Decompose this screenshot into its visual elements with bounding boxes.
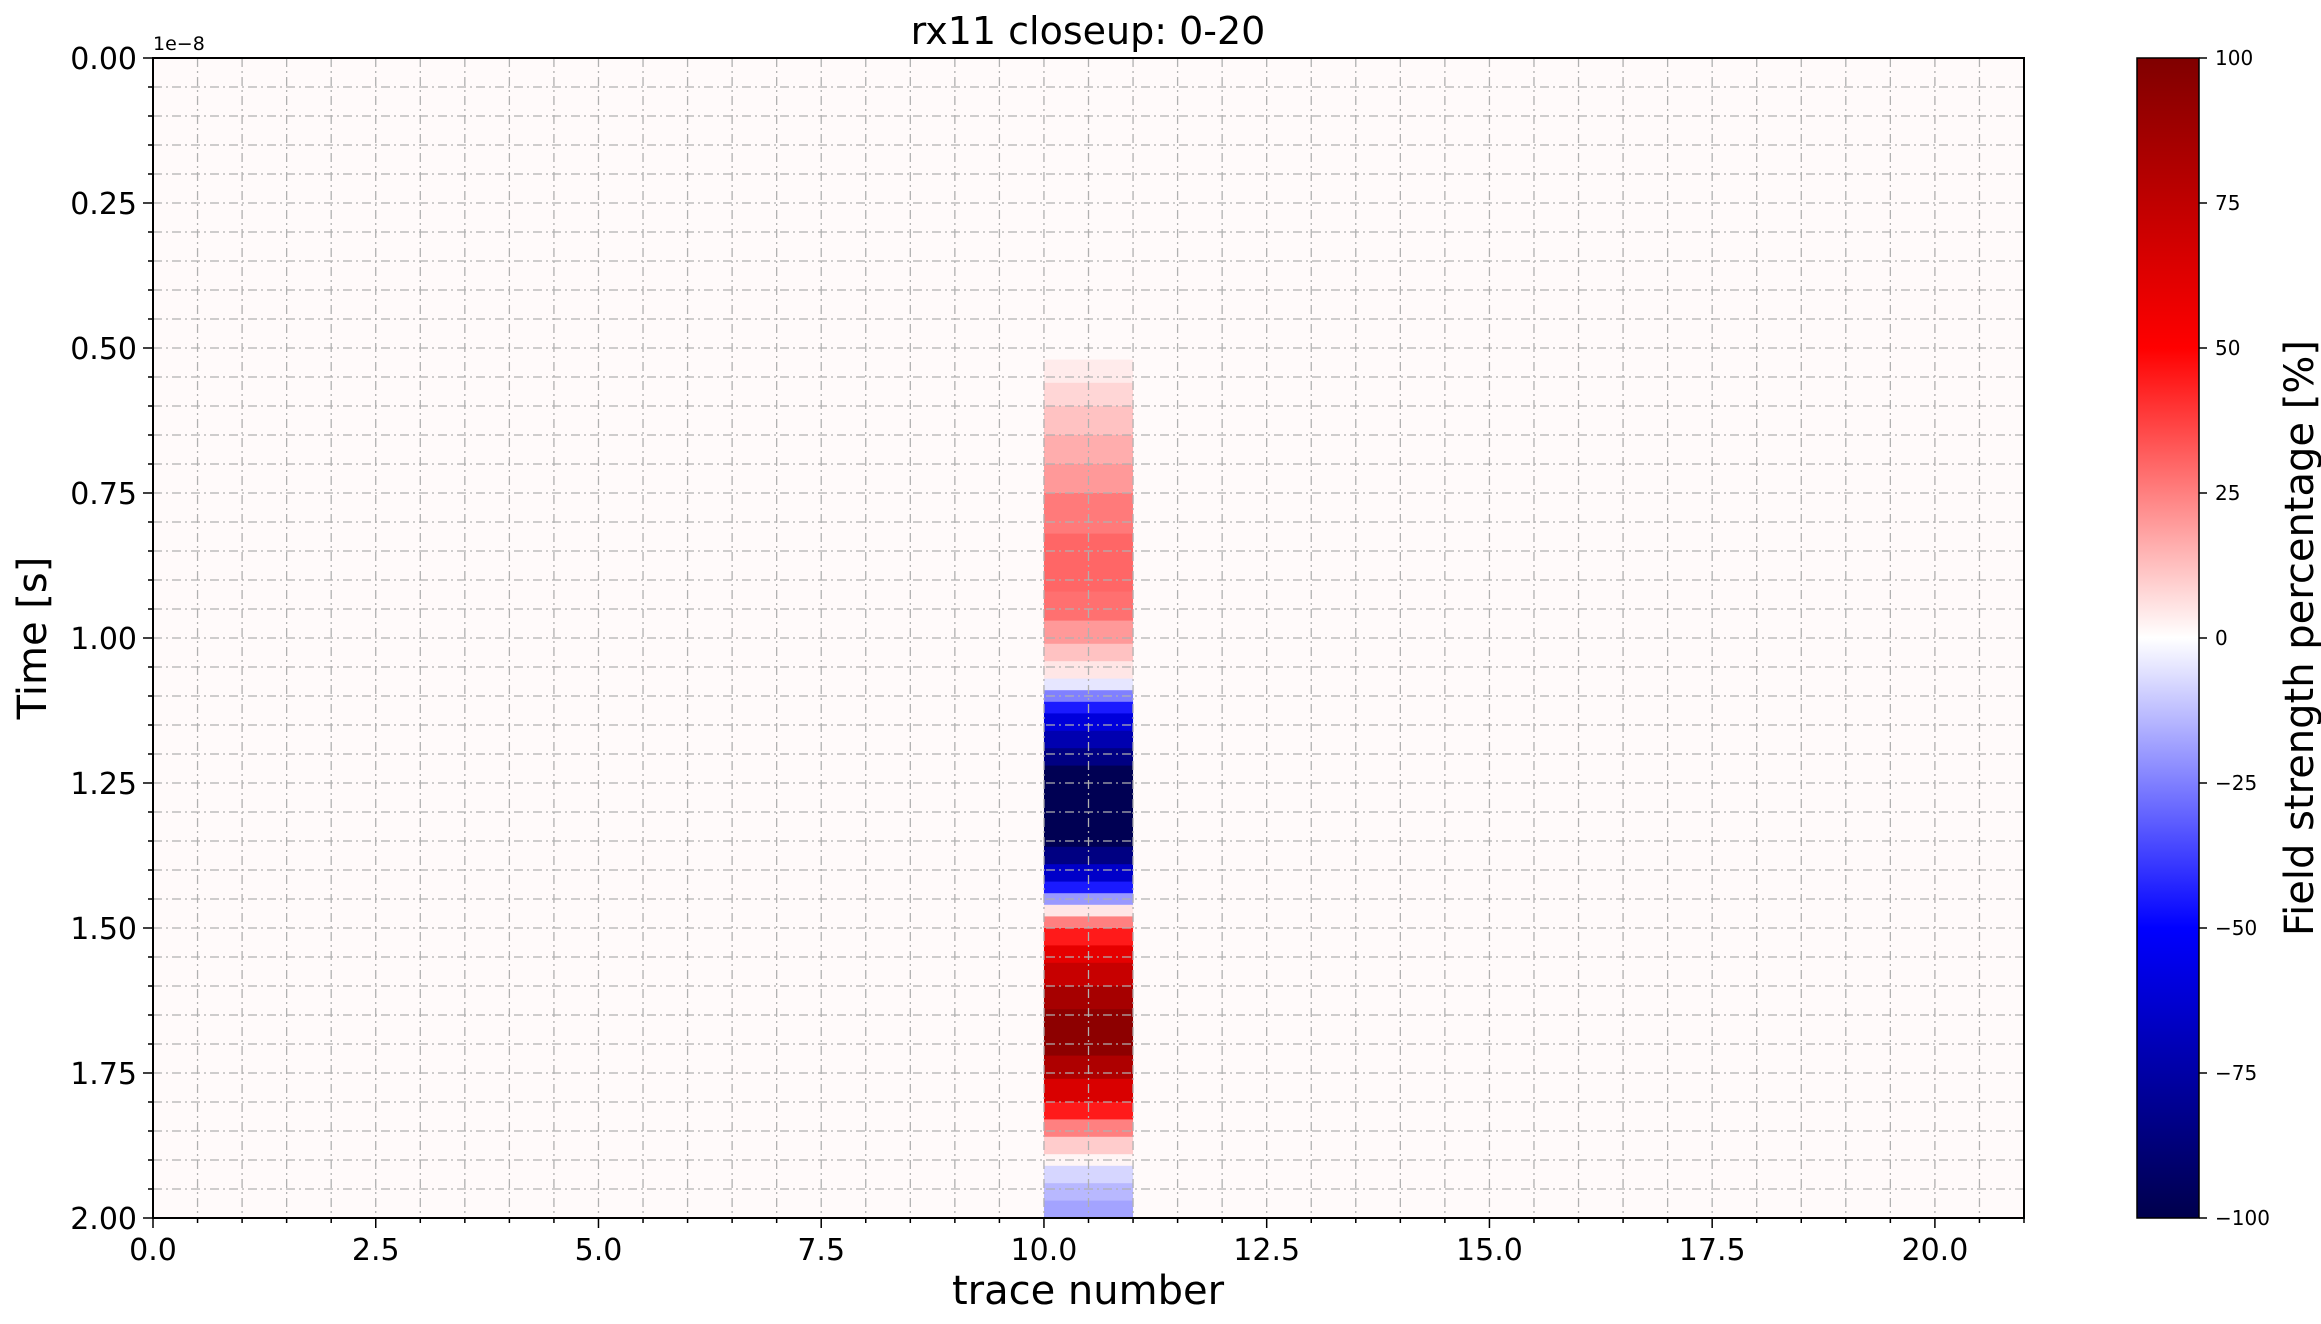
plot-frame — [152, 57, 2025, 1219]
x-tick-label: 20.0 — [1902, 1233, 1969, 1268]
y-tick-label: 0.00 — [70, 42, 137, 77]
y-offset-label: 1e−8 — [153, 33, 205, 55]
colorbar-tick-label: −100 — [2215, 1206, 2270, 1230]
x-tick-label: 12.5 — [1233, 1233, 1300, 1268]
y-tick-label: 0.25 — [70, 187, 137, 222]
heatmap-cell — [1043, 748, 1134, 767]
y-tick-label: 1.50 — [70, 912, 137, 947]
y-tick-label: 2.00 — [70, 1202, 137, 1237]
grid-lines — [152, 57, 2025, 1219]
colorbar — [2136, 57, 2200, 1219]
colorbar-tick-label: −75 — [2215, 1061, 2257, 1085]
heatmap-cell — [1043, 1200, 1134, 1219]
y-tick-label: 1.75 — [70, 1057, 137, 1092]
heatmap-cell — [1043, 904, 1134, 917]
heatmap-cell — [1043, 846, 1134, 865]
x-tick-label: 0.0 — [129, 1233, 177, 1268]
y-tick-label: 1.25 — [70, 767, 137, 802]
colorbar-label: Field strength percentage [%] — [2277, 340, 2321, 936]
colorbar-tick-label: −25 — [2215, 771, 2257, 795]
y-tick-label: 0.75 — [70, 477, 137, 512]
heatmap-cell — [1043, 916, 1134, 929]
heatmap-cell — [1043, 533, 1134, 593]
y-tick-label: 0.50 — [70, 332, 137, 367]
x-tick-label: 2.5 — [352, 1233, 400, 1268]
colorbar-tick-label: 75 — [2215, 191, 2240, 215]
x-tick-label: 15.0 — [1456, 1233, 1523, 1268]
x-axis-label: trace number — [952, 1268, 1225, 1314]
y-tick-label: 1.00 — [70, 622, 137, 657]
heatmap-cell — [1043, 730, 1134, 749]
colorbar-tick-label: 25 — [2215, 481, 2240, 505]
heatmap-cell — [1043, 864, 1134, 883]
x-tick-label: 10.0 — [1011, 1233, 1078, 1268]
x-tick-label: 7.5 — [797, 1233, 845, 1268]
heatmap-cell — [1043, 678, 1134, 691]
chart-title: rx11 closeup: 0-20 — [911, 9, 1266, 53]
heatmap-cell — [1043, 713, 1134, 732]
colorbar-tick-label: −50 — [2215, 916, 2257, 940]
colorbar-tick-label: 50 — [2215, 336, 2240, 360]
colorbar-ticks: 100 75 50 25 0 −25 −50 −75 −100 — [2199, 46, 2270, 1230]
x-tick-label: 17.5 — [1679, 1233, 1746, 1268]
colorbar-tick-label: 0 — [2215, 626, 2228, 650]
heatmap-cell — [1043, 881, 1134, 894]
y-axis-label: Time [s] — [10, 557, 56, 721]
colorbar-tick-label: 100 — [2215, 46, 2253, 70]
x-tick-label: 5.0 — [575, 1233, 623, 1268]
axis-ticks: 0.0 2.5 5.0 7.5 10.0 12.5 15.0 17.5 20.0 0.00 0.25… — [70, 42, 2025, 1268]
